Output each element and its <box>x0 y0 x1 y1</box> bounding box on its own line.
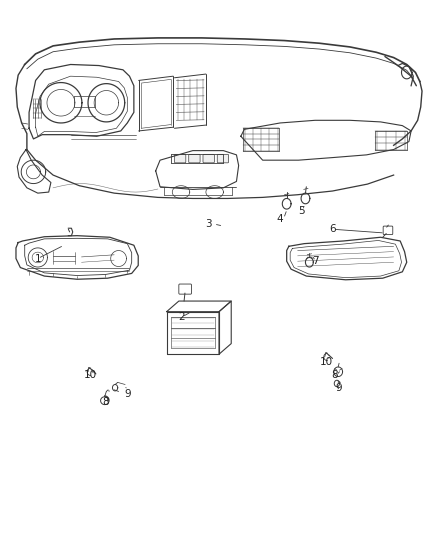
FancyBboxPatch shape <box>189 155 200 163</box>
Text: 7: 7 <box>312 256 318 266</box>
Text: 9: 9 <box>124 389 131 399</box>
Text: 5: 5 <box>299 206 305 216</box>
Text: 3: 3 <box>205 219 212 229</box>
FancyBboxPatch shape <box>203 155 214 163</box>
Text: 1: 1 <box>35 254 41 263</box>
Text: 10: 10 <box>84 370 97 381</box>
Text: 10: 10 <box>319 357 332 367</box>
Text: 6: 6 <box>329 224 336 235</box>
Text: 4: 4 <box>277 214 283 224</box>
Text: 8: 8 <box>102 397 109 407</box>
FancyBboxPatch shape <box>217 155 229 163</box>
Text: 9: 9 <box>336 383 343 393</box>
FancyBboxPatch shape <box>174 155 186 163</box>
Text: 8: 8 <box>332 370 338 381</box>
Text: 2: 2 <box>179 312 185 322</box>
